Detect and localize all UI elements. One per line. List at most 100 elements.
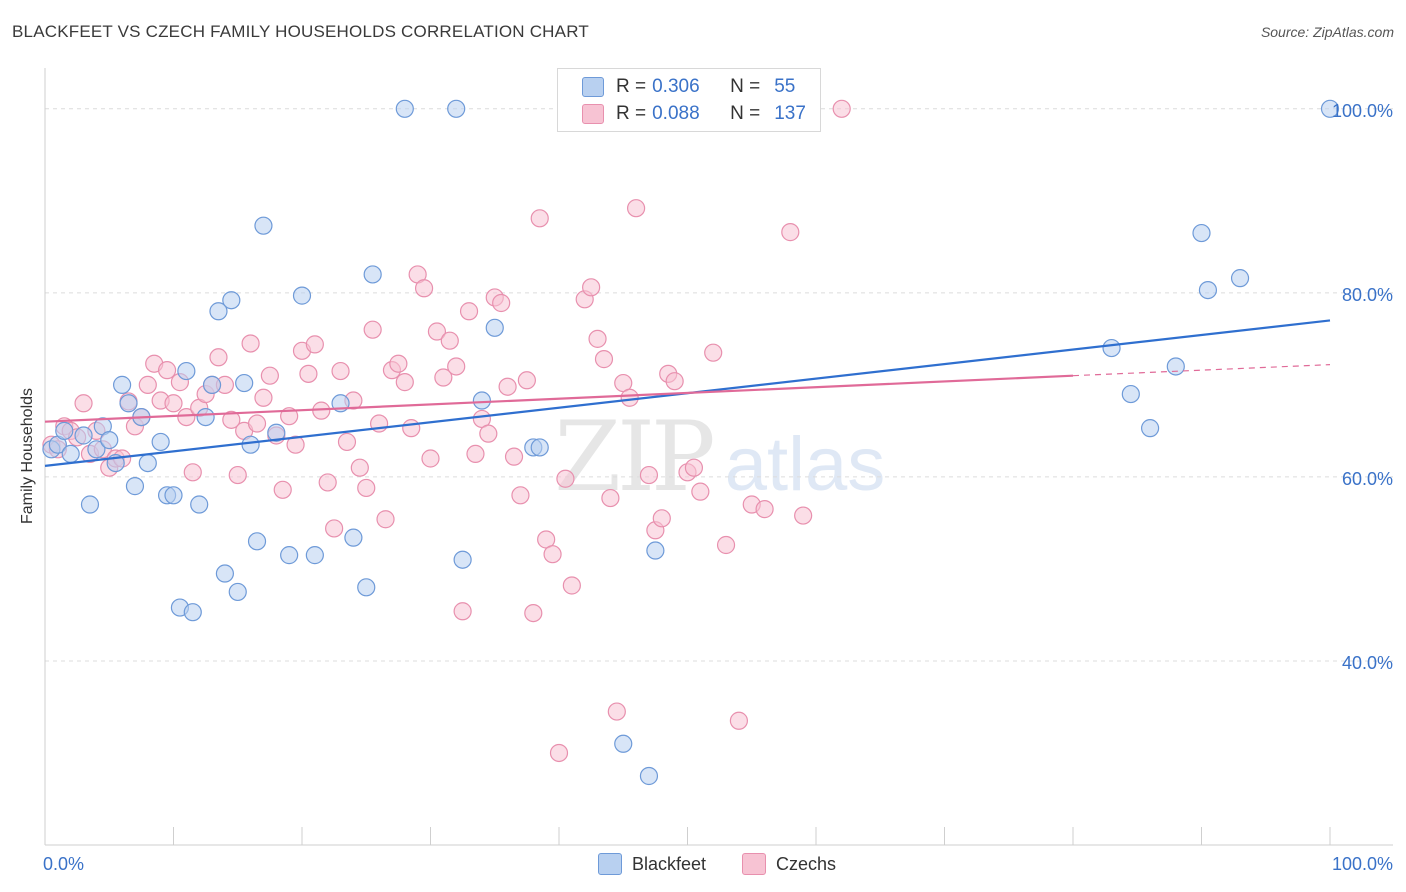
czechs-point (704, 343, 723, 362)
czechs-point (556, 469, 575, 488)
legend-row-czechs: R = 0.088 N = 137 (582, 102, 806, 126)
blackfeet-point (55, 421, 74, 440)
czechs-point (331, 361, 350, 381)
blackfeet-point (472, 391, 491, 410)
czechs-point (517, 371, 536, 390)
czechs-point (716, 535, 736, 555)
czechs-point (582, 278, 601, 297)
x-tick-label: 100.0% (1332, 854, 1393, 874)
czechs-point (530, 209, 549, 228)
legend-r-key: R = (616, 76, 647, 97)
legend-n-value-blackfeet: 55 (774, 76, 796, 97)
bottom-legend-swatch-blackfeet (598, 853, 622, 875)
czechs-point (414, 279, 434, 298)
czechs-point (492, 293, 511, 313)
czechs-point (781, 223, 800, 242)
czechs-point (684, 458, 704, 477)
czechs-point (222, 410, 241, 429)
blackfeet-point (87, 440, 106, 459)
blackfeet-point (74, 426, 93, 445)
blackfeet-point (344, 528, 363, 547)
czechs-point (376, 510, 395, 529)
czechs-point (177, 407, 196, 427)
czechs-point (479, 424, 498, 443)
czechs-point (228, 465, 247, 485)
bottom-legend-swatch-czechs (742, 853, 766, 875)
blackfeet-point (280, 546, 299, 565)
blackfeet-point (1230, 269, 1250, 288)
czechs-point (434, 368, 453, 387)
czechs-point (164, 394, 183, 413)
blackfeet-point (209, 302, 228, 321)
czechs-point (594, 350, 614, 369)
y-tick-label: 100.0% (1332, 101, 1393, 121)
blackfeet-point (1320, 99, 1340, 118)
legend-n-value-czechs: 137 (774, 103, 806, 124)
czechs-point (363, 320, 382, 339)
czechs-point (755, 500, 774, 519)
blackfeet-point (177, 361, 196, 381)
blackfeet-point (125, 477, 145, 496)
blackfeet-point (183, 603, 202, 622)
czechs-point (498, 377, 517, 396)
blackfeet-point (254, 216, 273, 235)
blackfeet-point (119, 394, 138, 413)
legend-r-value-czechs: 0.088 (652, 103, 700, 124)
blackfeet-point (241, 435, 260, 454)
blackfeet-point (395, 99, 414, 118)
czechs-point (691, 482, 710, 501)
czechs-point (209, 348, 228, 367)
legend-r-value-blackfeet: 0.306 (652, 76, 700, 97)
czechs-point (447, 357, 466, 376)
y-tick-label: 80.0% (1342, 285, 1393, 305)
czechs-point (74, 394, 93, 413)
legend-row-blackfeet: R = 0.306 N = 55 (582, 75, 795, 99)
blackfeet-point (530, 438, 549, 457)
czechs-point (286, 435, 305, 454)
legend-r-key: R = (616, 103, 647, 124)
blackfeet-point (190, 495, 209, 514)
blackfeet-point (228, 582, 247, 602)
czechs-point (729, 711, 749, 730)
czechs-point (639, 465, 659, 485)
blackfeet-point (138, 454, 157, 473)
blackfeet-point (151, 432, 170, 452)
czechs-point (254, 388, 273, 407)
source-label: Source: ZipAtlas.com (1260, 24, 1394, 40)
blackfeet-point (453, 550, 472, 569)
czechs-point (305, 335, 324, 354)
blackfeet-point (1198, 280, 1218, 300)
czechs-point (273, 480, 292, 499)
czechs-point (794, 506, 813, 525)
legend-swatch-czechs (582, 104, 604, 124)
czechs-trend-extension (1072, 364, 1331, 377)
czechs-point (549, 743, 569, 763)
blackfeet-point (639, 766, 659, 786)
correlation-legend: R = 0.306 N = 55 R = 0.088 N = 137 (557, 68, 821, 132)
blackfeet-point (267, 423, 286, 442)
czechs-point (395, 373, 414, 392)
y-tick-label: 60.0% (1342, 469, 1393, 489)
czechs-point (402, 419, 421, 438)
czechs-point (299, 364, 318, 383)
blackfeet-point (1140, 419, 1160, 438)
czechs-point (318, 473, 337, 492)
czechs-point (607, 702, 626, 721)
czechs-point (241, 334, 260, 353)
bottom-legend-czechs: Czechs (742, 852, 836, 876)
blackfeet-point (1166, 357, 1185, 376)
blackfeet-point (235, 373, 254, 393)
czechs-point (421, 449, 440, 468)
blackfeet-point (222, 291, 241, 310)
blackfeet-point (1121, 384, 1140, 404)
czechs-point (626, 199, 646, 218)
bottom-legend-label-czechs: Czechs (776, 853, 837, 874)
czechs-point (504, 447, 524, 466)
blackfeet-point (247, 532, 267, 551)
czechs-point (562, 576, 581, 595)
watermark-zip: ZIP (554, 401, 713, 513)
chart-title: BLACKFEET VS CZECH FAMILY HOUSEHOLDS COR… (12, 22, 589, 41)
legend-n-key: N = (730, 103, 761, 124)
bottom-legend-blackfeet: Blackfeet (598, 852, 706, 876)
legend-swatch-blackfeet (582, 77, 604, 97)
